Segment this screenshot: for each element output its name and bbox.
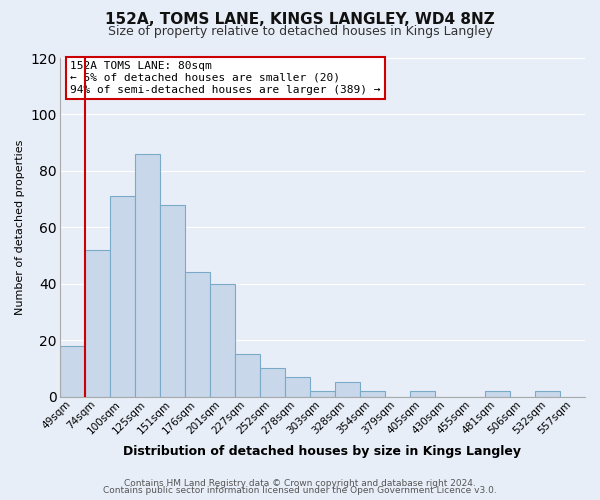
Bar: [210, 284, 235, 397]
Bar: [285, 377, 310, 396]
Bar: [135, 154, 160, 396]
Bar: [110, 196, 135, 396]
Bar: [185, 272, 210, 396]
Bar: [160, 204, 185, 396]
Bar: [360, 391, 385, 396]
Bar: [410, 391, 435, 396]
Bar: [235, 354, 260, 397]
Bar: [485, 391, 510, 396]
Text: Contains HM Land Registry data © Crown copyright and database right 2024.: Contains HM Land Registry data © Crown c…: [124, 478, 476, 488]
Bar: [310, 391, 335, 396]
Bar: [85, 250, 110, 396]
Text: Contains public sector information licensed under the Open Government Licence v3: Contains public sector information licen…: [103, 486, 497, 495]
Text: 152A TOMS LANE: 80sqm
← 5% of detached houses are smaller (20)
94% of semi-detac: 152A TOMS LANE: 80sqm ← 5% of detached h…: [70, 62, 381, 94]
Bar: [60, 346, 85, 397]
X-axis label: Distribution of detached houses by size in Kings Langley: Distribution of detached houses by size …: [124, 444, 521, 458]
Text: Size of property relative to detached houses in Kings Langley: Size of property relative to detached ho…: [107, 25, 493, 38]
Text: 152A, TOMS LANE, KINGS LANGLEY, WD4 8NZ: 152A, TOMS LANE, KINGS LANGLEY, WD4 8NZ: [105, 12, 495, 28]
Bar: [335, 382, 360, 396]
Y-axis label: Number of detached properties: Number of detached properties: [15, 140, 25, 315]
Bar: [260, 368, 285, 396]
Bar: [535, 391, 560, 396]
